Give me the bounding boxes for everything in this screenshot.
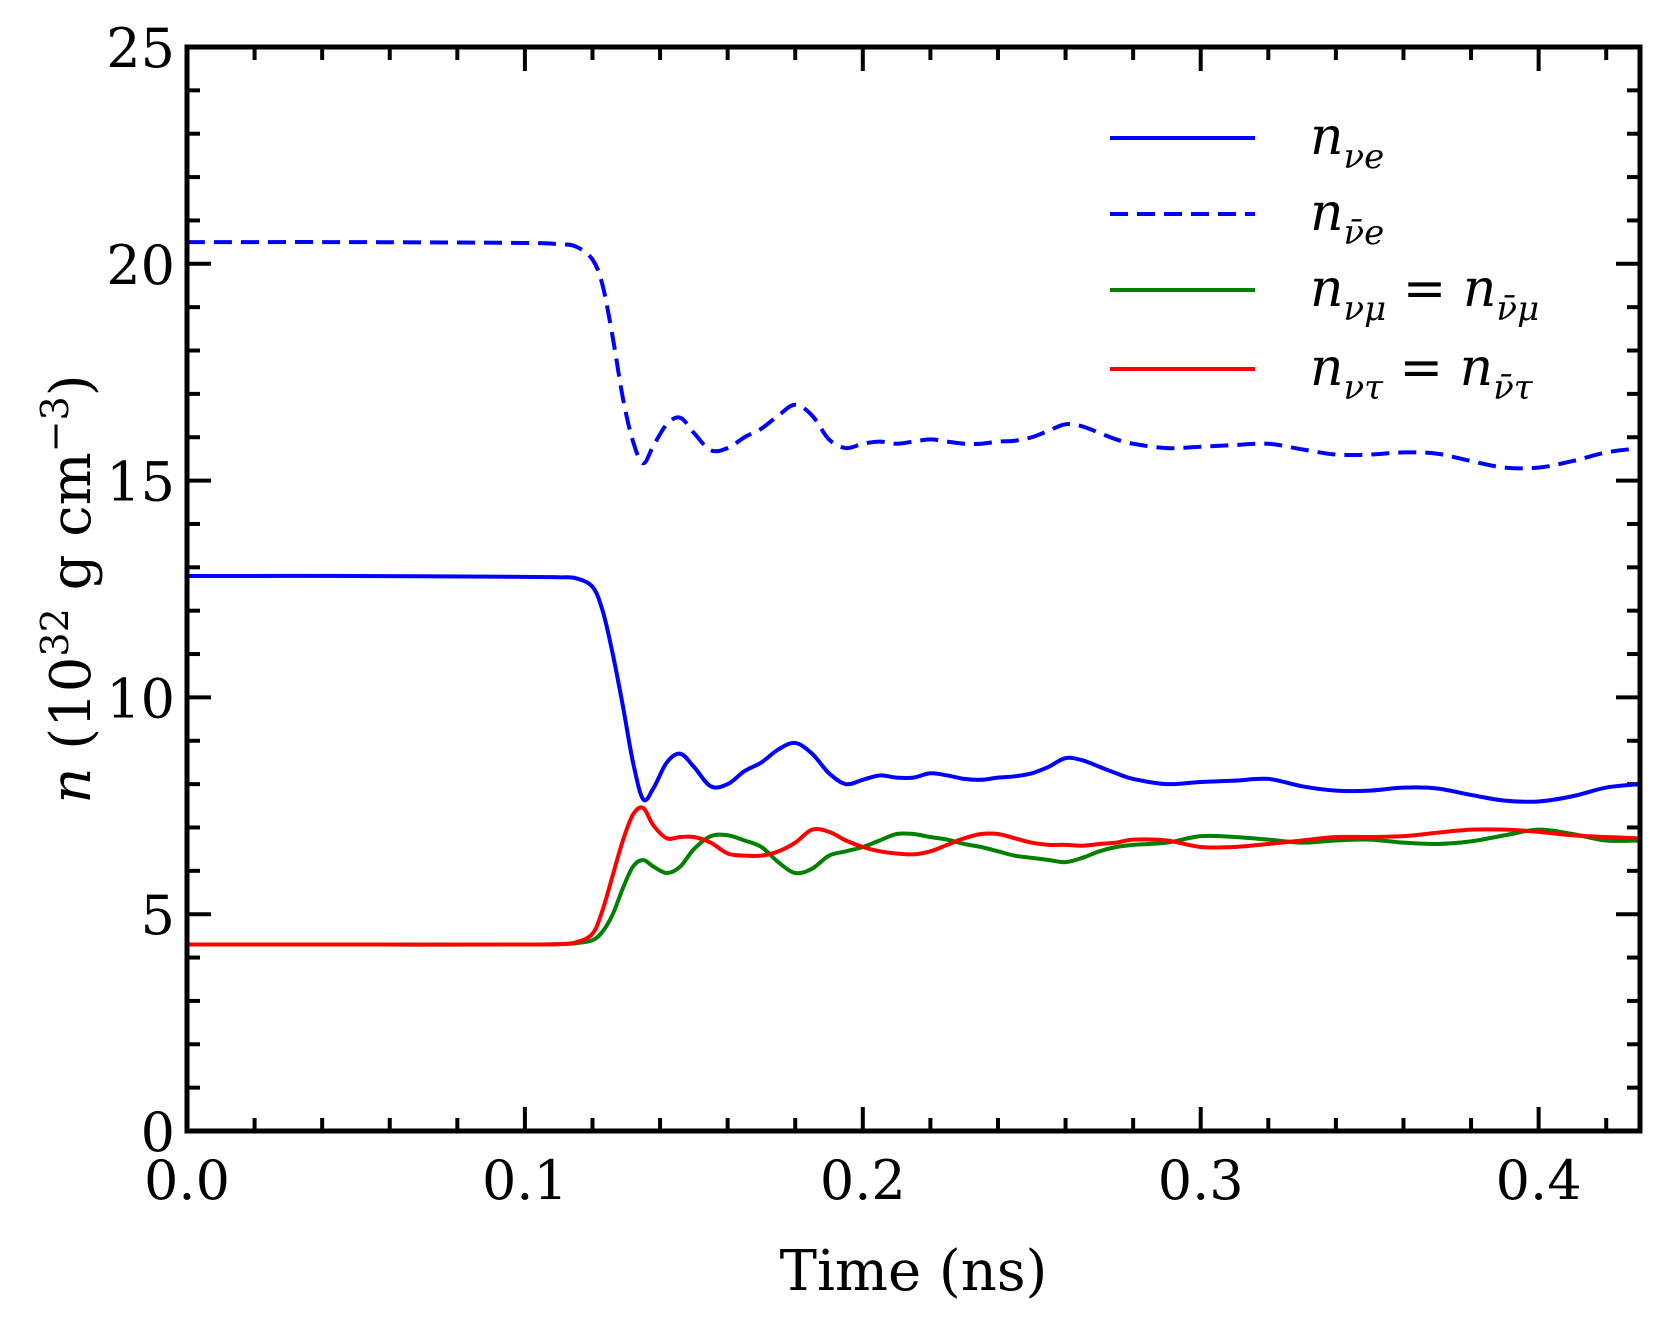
x-axis-title: Time (ns)	[780, 1239, 1048, 1304]
legend-entry-nubar-e: nν̄e	[1110, 183, 1384, 253]
y-axis-title-part: g cm	[39, 452, 104, 608]
x-tick-label: 0.1	[482, 1149, 568, 1212]
plot-frame	[184, 44, 1643, 1134]
series-line-nu-mu	[187, 827, 1641, 947]
series-line-nu-e	[186, 573, 1641, 804]
x-tick-label: 0.2	[820, 1149, 906, 1212]
legend-label: nν̄e	[1310, 183, 1384, 253]
y-tick-label: 15	[106, 451, 175, 514]
y-axis-title-sup: 32	[33, 608, 77, 656]
legend-entry-nu-tau: nντ = nν̄τ	[1110, 338, 1534, 408]
series-layer	[186, 240, 1641, 947]
y-tick-label: 25	[106, 17, 175, 80]
y-axis-title-var: n	[39, 768, 104, 804]
x-tick-label: 0.4	[1496, 1149, 1582, 1212]
y-tick-label: 5	[141, 884, 175, 947]
x-tick-label: 0.3	[1158, 1149, 1244, 1212]
y-axis-title-sup: −3	[33, 396, 77, 452]
series-line-nubar-e	[186, 240, 1641, 471]
y-tick-label: 10	[106, 667, 175, 730]
series-line-nu-tau	[187, 805, 1641, 947]
y-axis-title: n (1032 g cm−3)	[33, 374, 104, 803]
legend-entry-nu-e: nνe	[1110, 107, 1384, 177]
x-tick-label: 0.0	[144, 1149, 230, 1212]
y-tick-label: 0	[141, 1101, 175, 1164]
y-axis-title-part: (10	[39, 657, 104, 768]
y-tick-label: 20	[106, 234, 175, 297]
legend-entry-nu-mu: nνμ = nν̄μ	[1110, 259, 1539, 329]
labels-layer: Time (ns) n (1032 g cm−3)	[33, 374, 1047, 1304]
legend-label: nνe	[1310, 107, 1384, 177]
legend-label: nντ = nν̄τ	[1310, 338, 1534, 408]
y-axis-title-part: )	[39, 374, 104, 396]
legend-label: nνμ = nν̄μ	[1310, 259, 1539, 329]
